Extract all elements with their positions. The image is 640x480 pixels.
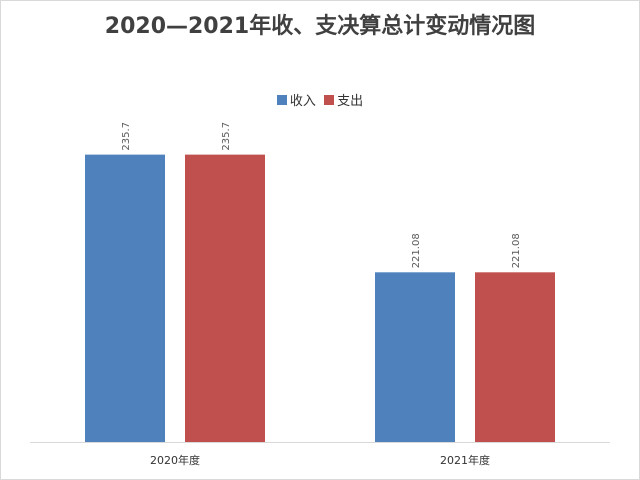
- bar-expense-0: [185, 154, 265, 443]
- legend-label-expense: 支出: [337, 94, 364, 109]
- bar-expense-1: [475, 272, 555, 442]
- data-label-expense-0: 235.7: [221, 122, 232, 151]
- bar-income-1: [375, 272, 455, 442]
- bar-income-0: [85, 154, 165, 443]
- data-label-income-0: 235.7: [121, 122, 132, 151]
- x-tick-label-0: 2020年度: [150, 453, 200, 467]
- legend-item-expense: 支出: [324, 90, 363, 109]
- legend: 收入 支出: [0, 90, 640, 109]
- legend-swatch-expense: [324, 94, 335, 105]
- legend-label-income: 收入: [289, 94, 316, 109]
- data-label-income-1: 221.08: [411, 233, 422, 268]
- x-tick-label-1: 2021年度: [440, 453, 490, 467]
- chart-title: 2020—2021年收、支决算总计变动情况图: [104, 14, 536, 39]
- legend-item-income: 收入: [276, 90, 316, 109]
- data-label-expense-1: 221.08: [511, 233, 522, 268]
- legend-swatch-income: [276, 94, 287, 105]
